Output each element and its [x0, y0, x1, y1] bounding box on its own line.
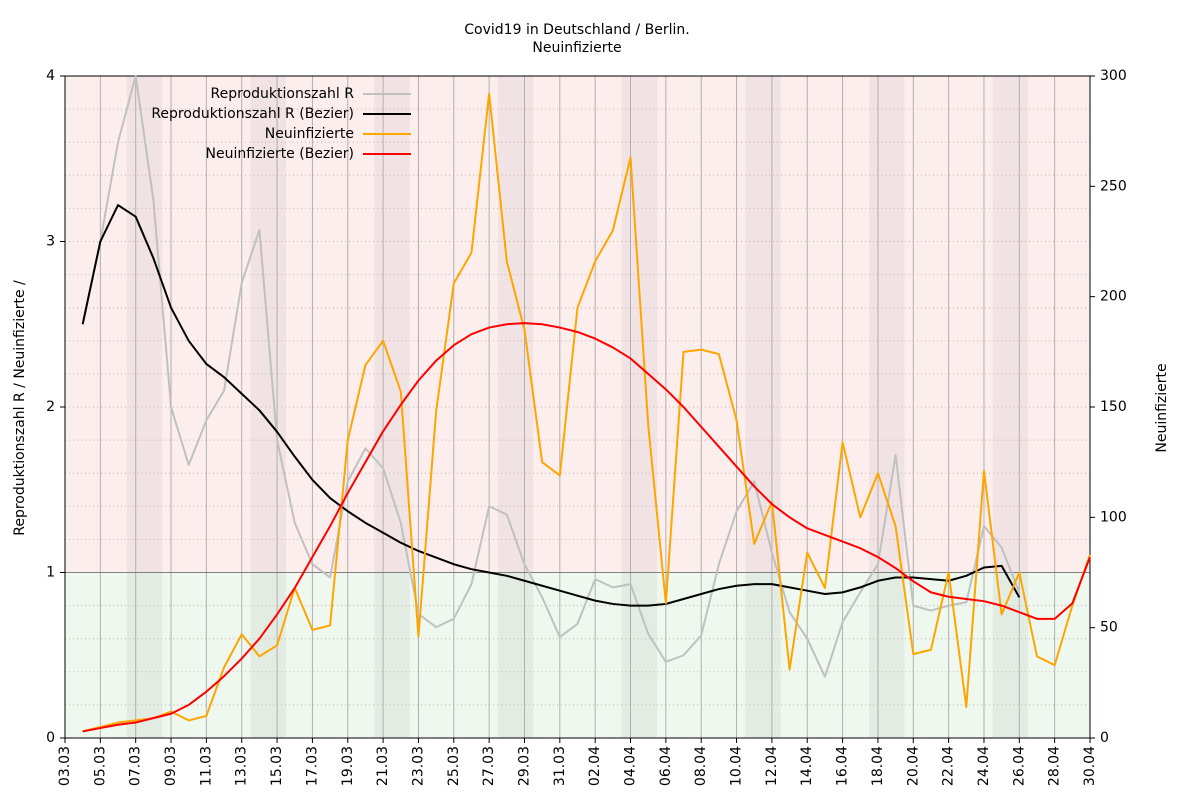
y-tick-label: 0	[46, 730, 55, 746]
x-tick-label: 08.04	[693, 746, 709, 786]
y2-tick-label: 100	[1100, 509, 1127, 525]
x-tick-label: 22.04	[941, 746, 957, 786]
y2-tick-label: 300	[1100, 68, 1127, 84]
weekend-band	[497, 76, 534, 738]
plot-frame	[64, 75, 1091, 739]
x-tick-label: 09.03	[163, 746, 179, 786]
x-tick-label: 03.03	[57, 746, 73, 786]
weekend-band	[745, 76, 781, 738]
legend-label: Reproduktionszahl R (Bezier)	[151, 106, 354, 122]
x-tick-label: 02.04	[587, 746, 603, 786]
x-tick-label: 26.04	[1011, 746, 1027, 786]
series-line	[81, 204, 1021, 607]
x-tick-label: 30.04	[1082, 746, 1098, 786]
y2-tick-label: 50	[1100, 620, 1118, 636]
x-tick-label: 16.04	[835, 746, 851, 786]
y-tick-label: 3	[46, 234, 55, 250]
x-tick-label: 04.04	[623, 746, 639, 786]
weekend-band	[126, 76, 163, 738]
y-tick-label: 4	[46, 68, 55, 84]
weekend-band	[374, 76, 410, 738]
y-tick-label: 2	[46, 399, 55, 415]
x-tick-label: 18.04	[870, 746, 886, 786]
weekend-band	[869, 76, 905, 738]
x-tick-label: 14.04	[799, 746, 815, 786]
x-tick-label: 29.03	[516, 746, 532, 786]
legend-label: Neuinfizierte (Bezier)	[206, 146, 354, 162]
series-line	[82, 92, 1091, 733]
x-tick-label: 05.03	[92, 746, 108, 786]
x-tick-label: 19.03	[340, 746, 356, 786]
y2-axis-label: Neuinfizierte	[1154, 363, 1170, 452]
x-tick-label: 28.04	[1047, 746, 1063, 786]
zone-below	[65, 572, 1090, 738]
series-line	[82, 322, 1091, 733]
x-tick-label: 11.03	[198, 746, 214, 786]
x-tick-label: 07.03	[128, 746, 144, 786]
y2-tick-label: 150	[1100, 399, 1127, 415]
y-tick-label: 1	[46, 565, 55, 581]
x-tick-label: 15.03	[269, 746, 285, 786]
legend-label: Reproduktionszahl R	[211, 86, 355, 102]
chart-title: Covid19 in Deutschland / Berlin.	[464, 22, 689, 38]
chart-subtitle: Neuinfizierte	[532, 40, 621, 56]
x-tick-label: 23.03	[410, 746, 426, 786]
y2-tick-label: 250	[1100, 178, 1127, 194]
x-tick-label: 25.03	[446, 746, 462, 786]
x-tick-label: 17.03	[304, 746, 320, 786]
series-line	[81, 75, 1021, 678]
legend-label: Neuinfizierte	[265, 126, 354, 142]
weekend-band	[621, 76, 658, 738]
x-tick-label: 20.04	[905, 746, 921, 786]
x-tick-label: 24.04	[976, 746, 992, 786]
weekend-band	[992, 76, 1029, 738]
x-tick-label: 12.04	[764, 746, 780, 786]
y-axis-label: Reproduktionszahl R / Neuinfizierte /	[12, 280, 28, 536]
x-tick-label: 21.03	[375, 746, 391, 786]
y2-tick-label: 0	[1100, 730, 1109, 746]
x-tick-label: 27.03	[481, 746, 497, 786]
x-tick-label: 10.04	[729, 746, 745, 786]
y2-tick-label: 200	[1100, 289, 1127, 305]
x-tick-label: 31.03	[552, 746, 568, 786]
x-tick-label: 13.03	[234, 746, 250, 786]
x-tick-label: 06.04	[658, 746, 674, 786]
